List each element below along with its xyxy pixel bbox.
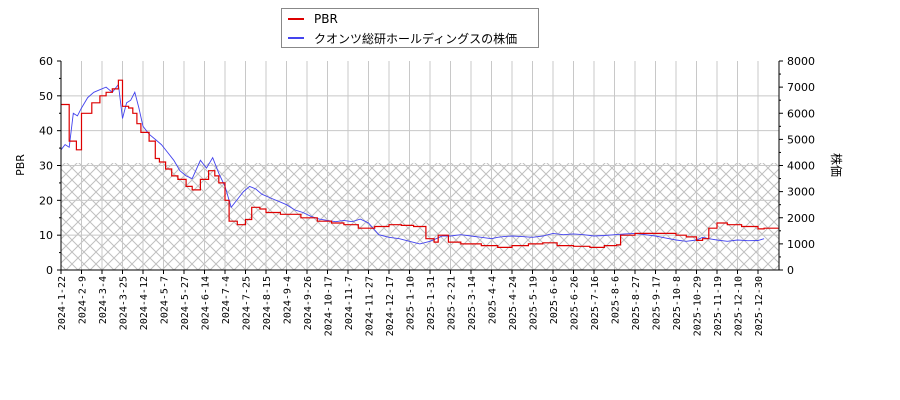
left-tick-label: 20 xyxy=(39,194,53,207)
right-tick-label: 2000 xyxy=(787,212,815,225)
right-tick-label: 1000 xyxy=(787,238,815,251)
left-tick-label: 60 xyxy=(39,55,53,68)
x-tick-label: 2025-10-29 xyxy=(693,276,704,336)
x-tick-label: 2025-8-27 xyxy=(631,276,642,330)
right-tick-label: 7000 xyxy=(787,81,815,94)
legend: PBR クオンツ総研ホールディングスの株価 xyxy=(281,8,539,48)
x-tick-label: 2025-1-31 xyxy=(426,276,437,330)
right-tick-label: 5000 xyxy=(787,133,815,146)
x-tick-label: 2024-9-4 xyxy=(283,276,294,324)
x-tick-label: 2025-8-6 xyxy=(611,276,622,324)
x-tick-label: 2024-11-7 xyxy=(344,276,355,330)
stock-price-line-swatch-icon xyxy=(288,37,304,39)
right-tick-label: 0 xyxy=(787,264,794,277)
left-y-ticks: 0 10 20 30 40 50 60 xyxy=(39,55,61,277)
series-lines xyxy=(61,79,779,248)
x-tick-label: 2025-6-26 xyxy=(570,276,581,330)
left-tick-label: 10 xyxy=(39,229,53,242)
x-tick-label: 2025-3-14 xyxy=(467,276,478,330)
x-tick-label: 2025-2-21 xyxy=(447,276,458,330)
right-tick-label: 6000 xyxy=(787,107,815,120)
x-tick-label: 2024-3-4 xyxy=(98,276,109,324)
x-tick-label: 2025-12-10 xyxy=(734,276,745,336)
x-tick-label: 2024-6-14 xyxy=(201,276,212,330)
x-tick-label: 2024-10-17 xyxy=(324,276,335,336)
x-tick-label: 2025-6-6 xyxy=(549,276,560,324)
x-tick-label: 2025-7-16 xyxy=(590,276,601,330)
left-tick-label: 50 xyxy=(39,90,53,103)
x-tick-label: 2024-4-12 xyxy=(139,276,150,330)
stock-price-line xyxy=(61,83,765,245)
right-y-ticks: 0 1000 2000 3000 4000 5000 6000 7000 8000 xyxy=(779,55,815,277)
left-tick-label: 30 xyxy=(39,160,53,173)
x-tick-label: 2024-8-15 xyxy=(262,276,273,330)
hatched-region xyxy=(61,163,779,270)
x-ticks: 2024-1-22 2024-2-9 2024-3-4 2024-3-25 2024-4… xyxy=(57,270,765,336)
legend-item-stock-price: クオンツ総研ホールディングスの株価 xyxy=(288,30,517,46)
x-tick-label: 2025-11-19 xyxy=(713,276,724,336)
pbr-line-swatch-icon xyxy=(288,18,304,20)
x-tick-label: 2025-4-4 xyxy=(488,276,499,324)
right-tick-label: 3000 xyxy=(787,186,815,199)
left-axis-title: PBR xyxy=(14,154,27,176)
x-tick-label: 2024-1-22 xyxy=(57,276,68,330)
x-tick-label: 2025-4-24 xyxy=(508,276,519,330)
x-tick-label: 2024-12-17 xyxy=(385,276,396,336)
x-tick-label: 2025-9-17 xyxy=(652,276,663,330)
x-tick-label: 2024-5-7 xyxy=(160,276,171,324)
right-tick-label: 4000 xyxy=(787,160,815,173)
x-tick-label: 2024-11-27 xyxy=(365,276,376,336)
legend-label-pbr: PBR xyxy=(314,12,338,26)
x-tick-label: 2024-2-9 xyxy=(78,276,89,324)
legend-label-stock-price: クオンツ総研ホールディングスの株価 xyxy=(314,31,518,46)
pbr-line xyxy=(61,79,779,248)
right-tick-label: 8000 xyxy=(787,55,815,68)
legend-item-pbr: PBR xyxy=(288,11,338,27)
x-tick-label: 2025-5-19 xyxy=(529,276,540,330)
x-tick-label: 2025-10-8 xyxy=(672,276,683,330)
right-axis-title: 株価 xyxy=(829,153,844,177)
x-tick-label: 2024-3-25 xyxy=(119,276,130,330)
x-tick-label: 2024-5-27 xyxy=(180,276,191,330)
x-tick-label: 2025-1-10 xyxy=(406,276,417,330)
x-tick-label: 2024-9-26 xyxy=(303,276,314,330)
left-tick-label: 0 xyxy=(46,264,53,277)
left-tick-label: 40 xyxy=(39,125,53,138)
x-tick-label: 2024-7-4 xyxy=(221,276,232,324)
x-tick-label: 2024-7-25 xyxy=(242,276,253,330)
x-tick-label: 2025-12-30 xyxy=(754,276,765,336)
